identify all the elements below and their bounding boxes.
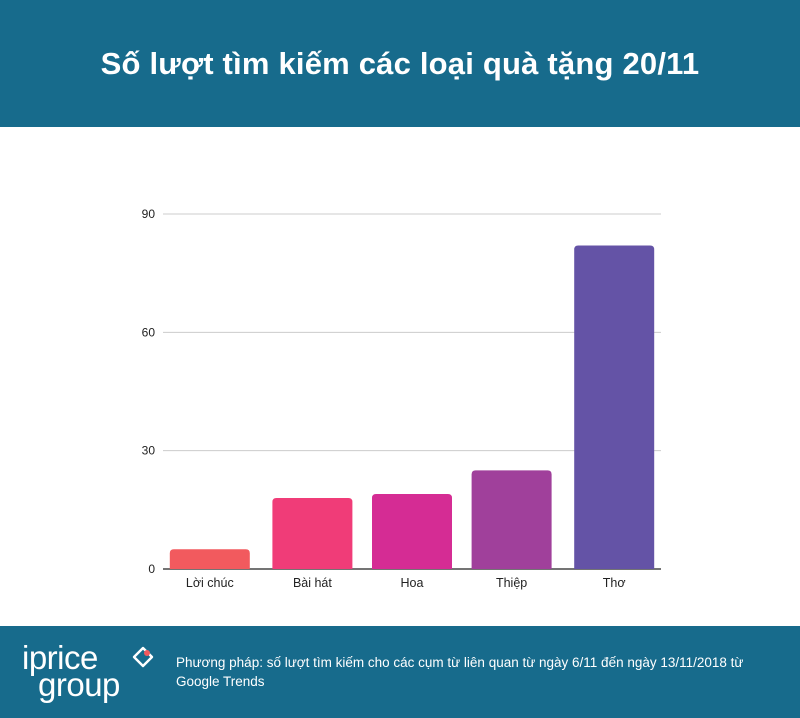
y-tick-label-90: 90 [142, 207, 156, 221]
bar-thơ [574, 245, 655, 570]
y-tick-label-60: 60 [142, 325, 156, 339]
bar-thiệp [471, 470, 552, 569]
x-category-label: Thiệp [496, 576, 527, 590]
bar-lời-chúc [169, 549, 250, 569]
footer-banner: iprice group Phương pháp: số lượt tìm ki… [0, 626, 800, 718]
bar-bài-hát [272, 498, 353, 569]
x-category-label: Bài hát [293, 576, 332, 590]
logo-line-1: iprice [22, 639, 98, 676]
bar-hoa [372, 494, 452, 569]
x-category-label: Thơ [603, 576, 626, 590]
chart-title: Số lượt tìm kiếm các loại quà tặng 20/11 [100, 45, 700, 81]
bar-chart: 0 30 60 90 Lời chúc Bài hát Hoa Thiệp Thơ [142, 207, 661, 590]
iprice-group-logo: iprice group [22, 640, 162, 704]
x-category-label: Hoa [401, 576, 424, 590]
methodology-note: Phương pháp: số lượt tìm kiếm cho các cụ… [176, 655, 744, 689]
y-tick-label-30: 30 [142, 444, 156, 458]
chart-area: 0 30 60 90 Lời chúc Bài hát Hoa Thiệp Thơ [0, 127, 800, 626]
header-banner: Số lượt tìm kiếm các loại quà tặng 20/11 [0, 0, 800, 127]
price-tag-icon [132, 646, 154, 668]
logo-line-2: group [38, 666, 120, 703]
x-category-label: Lời chúc [186, 576, 234, 590]
y-tick-label-0: 0 [148, 562, 155, 576]
